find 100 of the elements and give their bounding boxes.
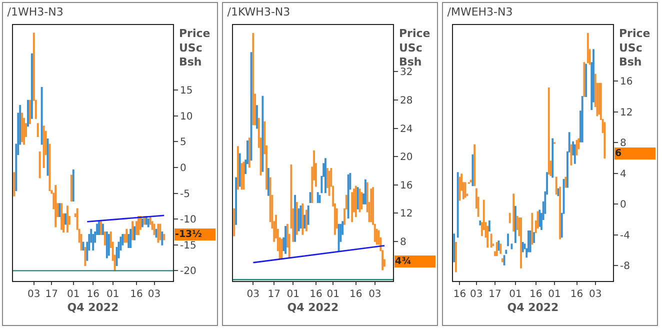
y-tick-label: 15 [180,86,193,97]
candlestick [233,208,236,236]
candlestick [102,224,104,236]
candlestick [548,88,550,175]
x-axis-title: Q4 2022 [507,301,559,314]
x-tick-label: 01 [509,289,522,300]
y-tick-label: 28 [400,95,413,106]
x-tick-label: 16 [453,289,466,300]
candlestick [60,203,63,230]
candlestick [141,218,144,228]
x-tick-label: 03 [148,289,161,300]
text: 6 [615,148,622,159]
candlestick [106,231,108,258]
candlestick [64,213,66,225]
y-tick-label: -8 [620,261,630,272]
candlestick [36,123,39,137]
y-tick-label: 16 [400,180,413,192]
y-tick-label: -5 [180,188,190,200]
x-tick-label: 01 [286,289,300,300]
y-tick-label: 0 [180,162,186,174]
y-tick-label: 24 [400,124,413,135]
candlestick [54,185,57,228]
candlestick [28,100,31,124]
candlestick [305,210,308,232]
y-axis-title: Price USc Bsh [619,27,650,69]
candlestick [30,53,33,119]
candlestick [267,168,270,196]
x-tick-label: 16 [130,289,143,300]
candlestick [538,210,541,227]
candlestick [13,172,16,196]
candlestick [586,32,589,64]
candlestick [583,62,586,97]
candlestick [161,231,164,246]
candlestick [70,174,72,202]
y-tick-label: 12 [400,208,413,220]
candlestick [252,32,254,126]
candlestick [354,186,357,218]
candlestick [360,192,363,210]
x-tick-label: 01 [548,289,561,300]
y-tick-label: -10 [180,214,196,226]
x-tick-label: 17 [45,289,58,300]
candlestick [455,242,457,272]
text: 4¾ [395,256,412,267]
candlestick [46,138,49,176]
candlestick [296,202,298,235]
y-tick-label: 5 [180,137,186,148]
y-tick-label: 12 [620,107,633,118]
candlestick [512,194,515,232]
x-tick-label: 01 [326,289,340,300]
candlestick [501,258,504,262]
y-tick-label: 0 [620,200,626,211]
candlestick [134,226,136,240]
candlestick [126,228,128,243]
y-tick-label: 20 [400,152,413,164]
candlestick [66,206,68,232]
x-axis-title: Q4 2022 [287,301,339,314]
candlestick [604,122,606,158]
candlestick [72,170,74,202]
candlestick [479,220,482,226]
x-tick-label: 16 [570,289,584,300]
candlestick [453,234,456,262]
candlestick [564,176,567,188]
x-tick-label: 16 [350,289,362,300]
candlestick [38,151,41,178]
x-tick-label: 17 [268,289,280,300]
candlestick [474,144,476,186]
candlestick [294,194,296,242]
candlestick [130,228,132,248]
candlestick [570,144,572,166]
candlestick [21,112,24,142]
x-tick-label: 16 [86,289,100,300]
candlestick [27,100,29,127]
candlestick [242,162,245,190]
x-tick-label: 03 [470,289,483,300]
candlestick [238,153,241,187]
x-tick-label: 01 [67,289,80,300]
candlestick [159,224,162,240]
x-tick-label: 03 [588,289,602,300]
candlestick [104,231,106,246]
candlestick [552,138,554,178]
y-axis-title: Price USc Bsh [179,27,210,69]
candlestick [235,177,238,225]
candlestick [100,221,102,236]
chart-title: /1KWH3-N3 [227,6,290,19]
candlestick [284,226,286,254]
y-tick-label: 32 [400,67,413,78]
candlestick [84,246,86,266]
candlestick [581,96,584,142]
candlestick [157,224,160,243]
candlestick [496,242,498,256]
y-axis-title: Price USc Bsh [399,27,430,69]
candlestick [40,86,43,145]
candlestick [48,144,51,192]
candlestick [520,217,522,268]
candlestick [458,176,461,201]
y-tick-label: 8 [620,138,626,150]
candlestick [147,218,150,228]
candlestick [507,234,509,246]
x-tick-label: 03 [246,289,260,300]
candlestick [307,206,310,225]
